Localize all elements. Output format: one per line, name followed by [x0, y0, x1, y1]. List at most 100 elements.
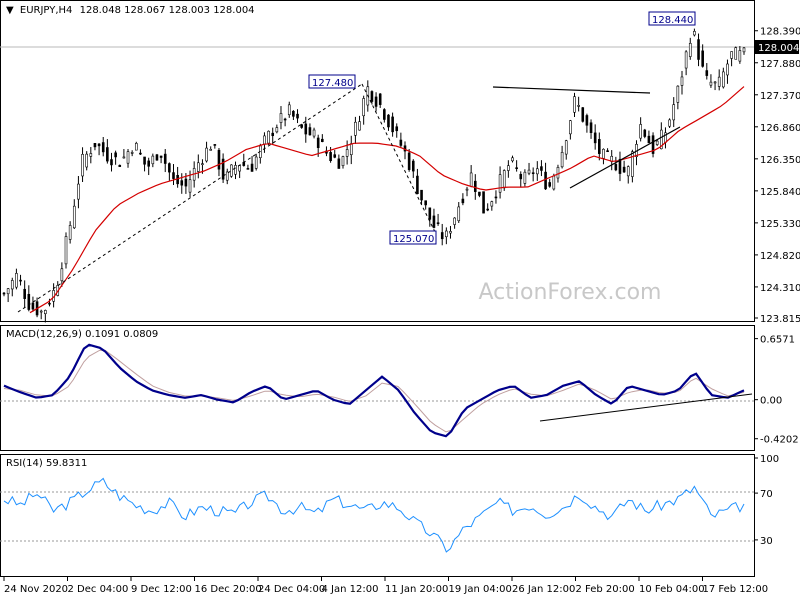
ohlc-values: 128.048 128.067 128.003 128.004 — [80, 5, 255, 16]
candle-body — [531, 172, 535, 175]
annotation-peak: 128.440 — [652, 15, 693, 26]
rsi-axis: 100 70 30 — [754, 454, 779, 547]
rsi-tick-label: 30 — [760, 536, 773, 547]
candle-body — [730, 51, 733, 59]
time-tick-label: 2 Dec 04:00 — [68, 584, 129, 595]
candle-body — [564, 140, 568, 155]
price-tick-label: 125.330 — [760, 219, 800, 230]
time-tick-label: 17 Feb 12:00 — [703, 584, 769, 595]
candle-body — [225, 171, 229, 181]
candle-body — [81, 154, 84, 177]
candle-body — [428, 207, 432, 220]
candle-body — [151, 155, 155, 165]
candle-body — [292, 110, 295, 117]
watermark: ActionForex.com — [479, 280, 662, 305]
candle-body — [72, 205, 76, 229]
candle-body — [705, 70, 709, 76]
price-tick-label: 125.840 — [760, 187, 800, 198]
candle-body — [246, 168, 250, 170]
candle-body — [383, 109, 386, 120]
candle-body — [345, 149, 349, 157]
candle-body — [378, 93, 382, 105]
rsi-tick-label: 100 — [760, 454, 779, 465]
candle-body — [515, 167, 518, 169]
candle-body — [734, 47, 738, 60]
time-tick-label: 16 Dec 20:00 — [195, 584, 262, 595]
macd-line — [3, 343, 745, 438]
current-price-box — [755, 40, 799, 54]
candle-body — [300, 124, 303, 128]
candle-body — [535, 168, 539, 175]
resistance-trendline — [492, 86, 651, 94]
candle-body — [155, 154, 159, 161]
candle-body — [279, 113, 283, 123]
rsi-tick-label: 70 — [760, 489, 773, 500]
candle-body — [560, 152, 564, 168]
candle-body — [655, 140, 659, 145]
price-tick-label: 126.350 — [760, 155, 800, 166]
candle-body — [333, 154, 337, 158]
candle-body — [89, 153, 93, 157]
time-tick-label: 10 Feb 04:00 — [639, 584, 705, 595]
candle-body — [77, 183, 80, 200]
candle-body — [341, 156, 345, 167]
time-axis: 24 Nov 2020 2 Dec 04:00 9 Dec 12:00 16 Dec … — [3, 577, 769, 595]
candle-body — [399, 139, 403, 146]
candle-body — [618, 158, 622, 174]
rising-dotted-trendline — [17, 83, 363, 313]
candle-body — [316, 137, 320, 148]
candle-body — [420, 189, 423, 201]
candle-body — [205, 147, 208, 162]
candle-body — [717, 76, 721, 87]
candle-body — [482, 191, 485, 214]
price-tick-label: 124.820 — [760, 251, 800, 262]
candle-body — [275, 127, 279, 133]
annotation-high: 127.480 — [312, 78, 353, 89]
candle-body — [502, 170, 506, 189]
candle-body — [387, 114, 390, 128]
candle-body — [139, 152, 142, 155]
candle-body — [110, 159, 113, 166]
macd-axis: 0.6571 0.00 -0.4202 — [754, 335, 799, 446]
candle-body — [494, 196, 498, 199]
candle-body — [6, 288, 10, 295]
candle-body — [697, 39, 700, 60]
price-tick-label: 123.815 — [760, 314, 800, 325]
candle-body — [540, 166, 543, 171]
candle-body — [684, 51, 688, 69]
candle-body — [614, 164, 618, 171]
candle-body — [254, 156, 258, 169]
macd-tick-label: 0.6571 — [760, 335, 795, 346]
candle-body — [709, 81, 713, 86]
candle-body — [622, 166, 626, 173]
price-tick-label: 124.310 — [760, 283, 800, 294]
candle-body — [287, 104, 291, 116]
candle-body — [31, 302, 35, 310]
macd-tick-label: 0.00 — [760, 396, 782, 407]
candle-body — [473, 180, 477, 192]
candle-body — [180, 180, 184, 186]
time-tick-label: 9 Dec 12:00 — [131, 584, 192, 595]
candle-body — [490, 201, 494, 207]
candle-body — [465, 188, 469, 191]
candle-body — [362, 98, 365, 117]
candle-body — [680, 76, 684, 86]
annotation-low: 125.070 — [393, 234, 434, 245]
dropdown-arrow-icon[interactable]: ▼ — [6, 5, 14, 16]
candle-body — [15, 273, 18, 288]
candle-body — [391, 116, 394, 133]
candle-body — [411, 160, 415, 172]
candle-body — [631, 151, 634, 177]
macd-trendline — [539, 393, 753, 422]
rsi-title: RSI(14) 59.8311 — [6, 458, 87, 469]
rsi-panel — [0, 454, 755, 577]
candle-body — [507, 165, 510, 171]
candle-body — [97, 143, 101, 147]
candle-body — [436, 222, 440, 225]
candle-body — [308, 127, 312, 136]
candle-body — [114, 152, 117, 158]
candle-body — [168, 163, 171, 173]
candle-body — [461, 198, 465, 204]
time-tick-label: 24 Nov 2020 — [4, 584, 68, 595]
